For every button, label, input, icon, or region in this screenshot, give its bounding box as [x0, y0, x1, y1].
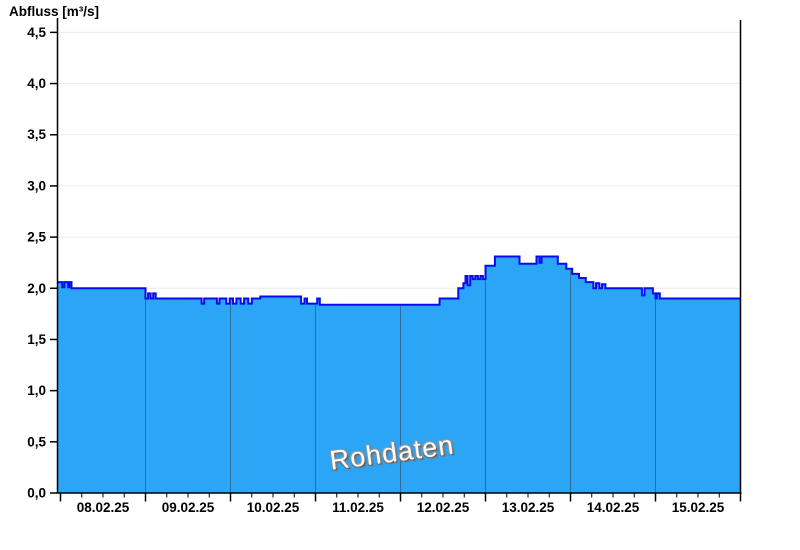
- y-tick-label: 3,5: [27, 127, 46, 142]
- x-date-label: 11.02.25: [332, 500, 384, 515]
- x-date-label: 09.02.25: [162, 500, 215, 515]
- y-tick-label: 4,0: [27, 76, 46, 91]
- x-date-label: 13.02.25: [502, 500, 555, 515]
- x-date-label: 15.02.25: [672, 500, 725, 515]
- y-tick-label: 1,0: [27, 383, 46, 398]
- y-tick-label: 4,5: [27, 25, 46, 40]
- x-date-label: 14.02.25: [587, 500, 640, 515]
- series-line: [57, 255, 741, 306]
- x-date-label: 10.02.25: [247, 500, 300, 515]
- y-tick-label: 1,5: [27, 332, 46, 347]
- y-tick-label: 2,0: [27, 281, 46, 296]
- chart-title: Abfluss [m³/s]: [9, 4, 100, 19]
- y-tick-label: 0,5: [27, 434, 46, 449]
- y-tick-label: 2,5: [27, 230, 46, 245]
- x-date-label: 12.02.25: [417, 500, 470, 515]
- x-date-label: 08.02.25: [77, 500, 130, 515]
- series-area-fill: [57, 256, 741, 493]
- y-tick-label: 0,0: [27, 486, 46, 501]
- y-tick-label: 3,0: [27, 178, 46, 193]
